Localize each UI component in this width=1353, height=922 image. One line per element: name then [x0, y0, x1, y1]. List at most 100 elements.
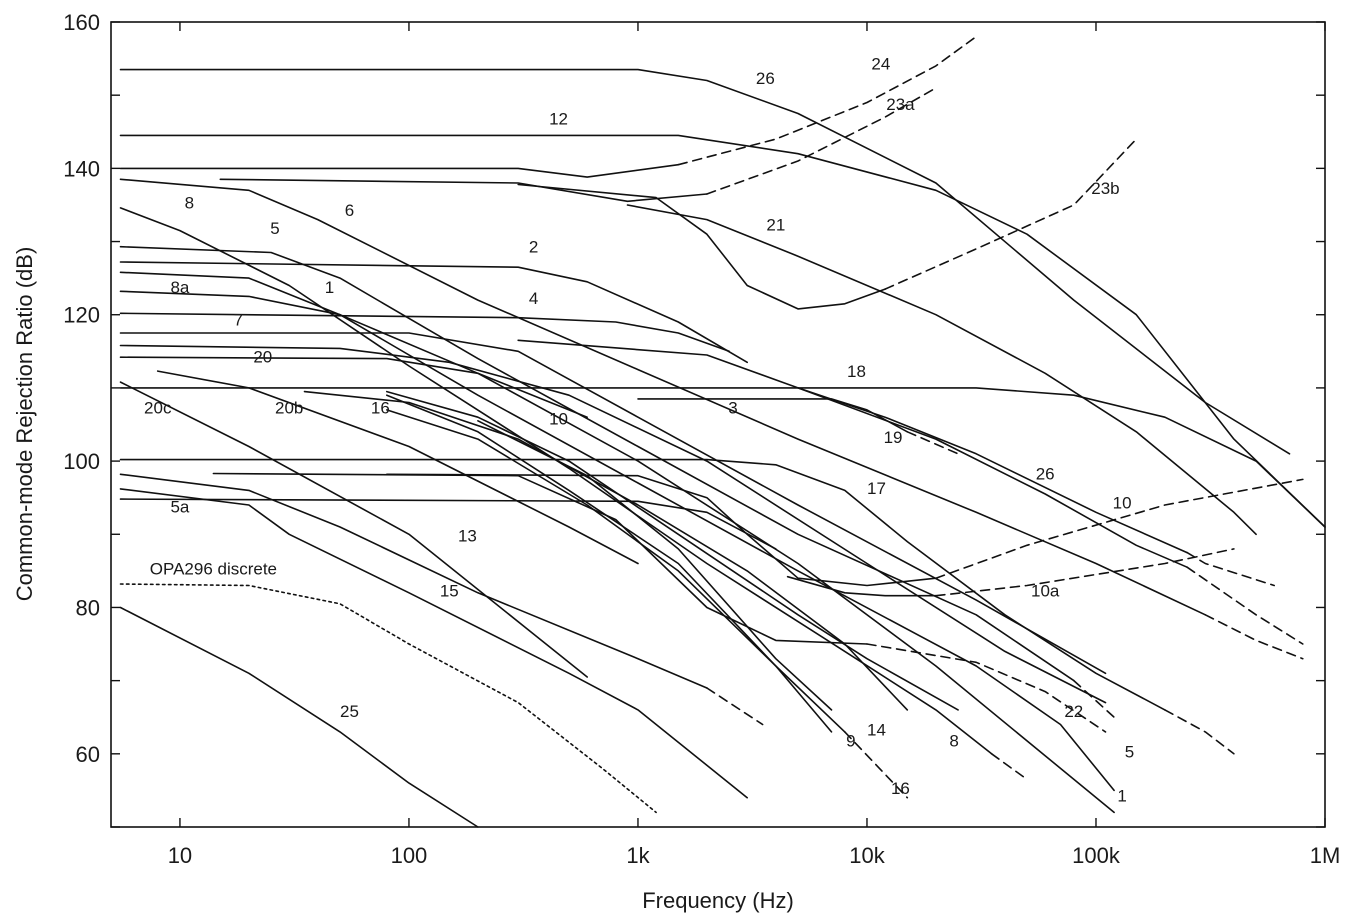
- x-axis-title: Frequency (Hz): [642, 888, 794, 913]
- curve-6: [1204, 614, 1304, 660]
- curve-label: OPA296 discrete: [150, 560, 277, 579]
- curve-label: 21: [766, 216, 785, 235]
- curve-label: 14: [867, 721, 886, 740]
- curve-label: 9: [846, 732, 855, 751]
- curve-label: 24: [871, 55, 890, 74]
- curve-5a: [119, 498, 777, 550]
- curve-label: 26: [1036, 464, 1055, 483]
- curve-21: [517, 183, 886, 310]
- curve-label: 5a: [170, 497, 189, 516]
- curve-2: [119, 261, 748, 364]
- curve-label: 16: [371, 399, 390, 418]
- x-tick-label: 1k: [626, 843, 650, 868]
- axis-ticks: [111, 21, 1326, 828]
- curve-label: 8a: [170, 278, 189, 297]
- y-tick-label: 100: [63, 449, 100, 474]
- curve-label: 3: [728, 399, 737, 418]
- y-tick-label: 80: [76, 595, 100, 620]
- curve-label: 20c: [144, 399, 172, 418]
- curve-label: 26: [756, 69, 775, 88]
- curve-10a: [935, 548, 1235, 597]
- curve-23a: [219, 178, 708, 203]
- curve-label: 5: [270, 219, 279, 238]
- curve-25: [119, 606, 479, 828]
- y-tick-label: 60: [76, 742, 100, 767]
- plot-frame: [110, 21, 1326, 828]
- y-tick-label: 160: [63, 10, 100, 35]
- curve-14: [477, 420, 833, 711]
- curve-19: [637, 398, 909, 433]
- x-tick-label: 1M: [1310, 843, 1341, 868]
- curve-label: 20b: [275, 399, 303, 418]
- curve-6: [119, 178, 1207, 616]
- curve-20: [119, 356, 588, 418]
- curve-8: [990, 753, 1028, 781]
- curve-18: [119, 387, 1326, 528]
- curve-20: [119, 344, 1107, 704]
- curve-7: [119, 332, 1107, 675]
- curve-24: [119, 163, 680, 178]
- curve-label: 7: [234, 311, 243, 330]
- curve-label: 6: [345, 201, 354, 220]
- curve-label: 4: [529, 289, 538, 308]
- curve-26: [797, 387, 1188, 554]
- curve-label: 1: [1117, 786, 1126, 805]
- curve-5: [119, 245, 1075, 682]
- curve-label: 2: [529, 238, 538, 257]
- curve-1: [119, 271, 1115, 792]
- curve-label: 10: [1113, 494, 1132, 513]
- y-axis-title: Common-mode Rejection Ratio (dB): [12, 247, 37, 602]
- curve-5: [1073, 679, 1115, 718]
- curve-label: 16: [891, 779, 910, 798]
- curve-4: [119, 312, 730, 353]
- y-tick-label: 120: [63, 303, 100, 328]
- curve-17: [1164, 709, 1235, 755]
- curve-21: [626, 204, 1257, 536]
- curve-26: [119, 68, 1291, 455]
- curve-opa296-discrete: [119, 583, 657, 814]
- curve-label: 12: [549, 109, 568, 128]
- curve-label: 25: [340, 702, 359, 721]
- curve-23a: [706, 87, 937, 195]
- curve-16: [844, 731, 909, 799]
- curve-10a: [786, 575, 937, 597]
- curve-label: 1: [325, 278, 334, 297]
- curve-9: [386, 409, 833, 733]
- curve-label: 8: [949, 732, 958, 751]
- curve-label: 18: [847, 362, 866, 381]
- curve-label: 15: [440, 581, 459, 600]
- curve-20c: [706, 687, 764, 726]
- curve-24: [677, 35, 977, 166]
- curve-label: 19: [884, 428, 903, 447]
- curve-8: [119, 207, 993, 755]
- curve-20b: [303, 390, 909, 711]
- curve-label: 8: [185, 194, 194, 213]
- curve-label: 13: [458, 527, 477, 546]
- curve-10: [386, 390, 959, 711]
- x-tick-label: 10: [168, 843, 192, 868]
- curves: [119, 35, 1326, 828]
- curve-8a: [119, 290, 1115, 814]
- curve-16: [386, 394, 846, 733]
- curve-label: 23b: [1091, 179, 1119, 198]
- y-tick-labels: 60 80 100 120 140 160: [63, 10, 100, 767]
- curve-label: 23a: [886, 95, 915, 114]
- y-tick-label: 140: [63, 156, 100, 181]
- x-tick-labels: 10 100 1k 10k 100k 1M: [168, 843, 1341, 868]
- curve-15: [119, 488, 748, 799]
- curve-20c: [119, 381, 588, 678]
- curve-label: 17: [867, 479, 886, 498]
- curve-label: 5: [1125, 742, 1134, 761]
- x-tick-label: 100k: [1072, 843, 1121, 868]
- curve-label: 22: [1064, 702, 1083, 721]
- curve-19: [906, 431, 959, 455]
- curve-23b: [884, 138, 1138, 290]
- curve-label: 20: [253, 347, 272, 366]
- curve-20c: [119, 473, 708, 689]
- curve-13: [156, 370, 639, 565]
- curve-label: 10: [549, 410, 568, 429]
- curve-label: 10a: [1031, 581, 1060, 600]
- curve-26: [1186, 551, 1275, 587]
